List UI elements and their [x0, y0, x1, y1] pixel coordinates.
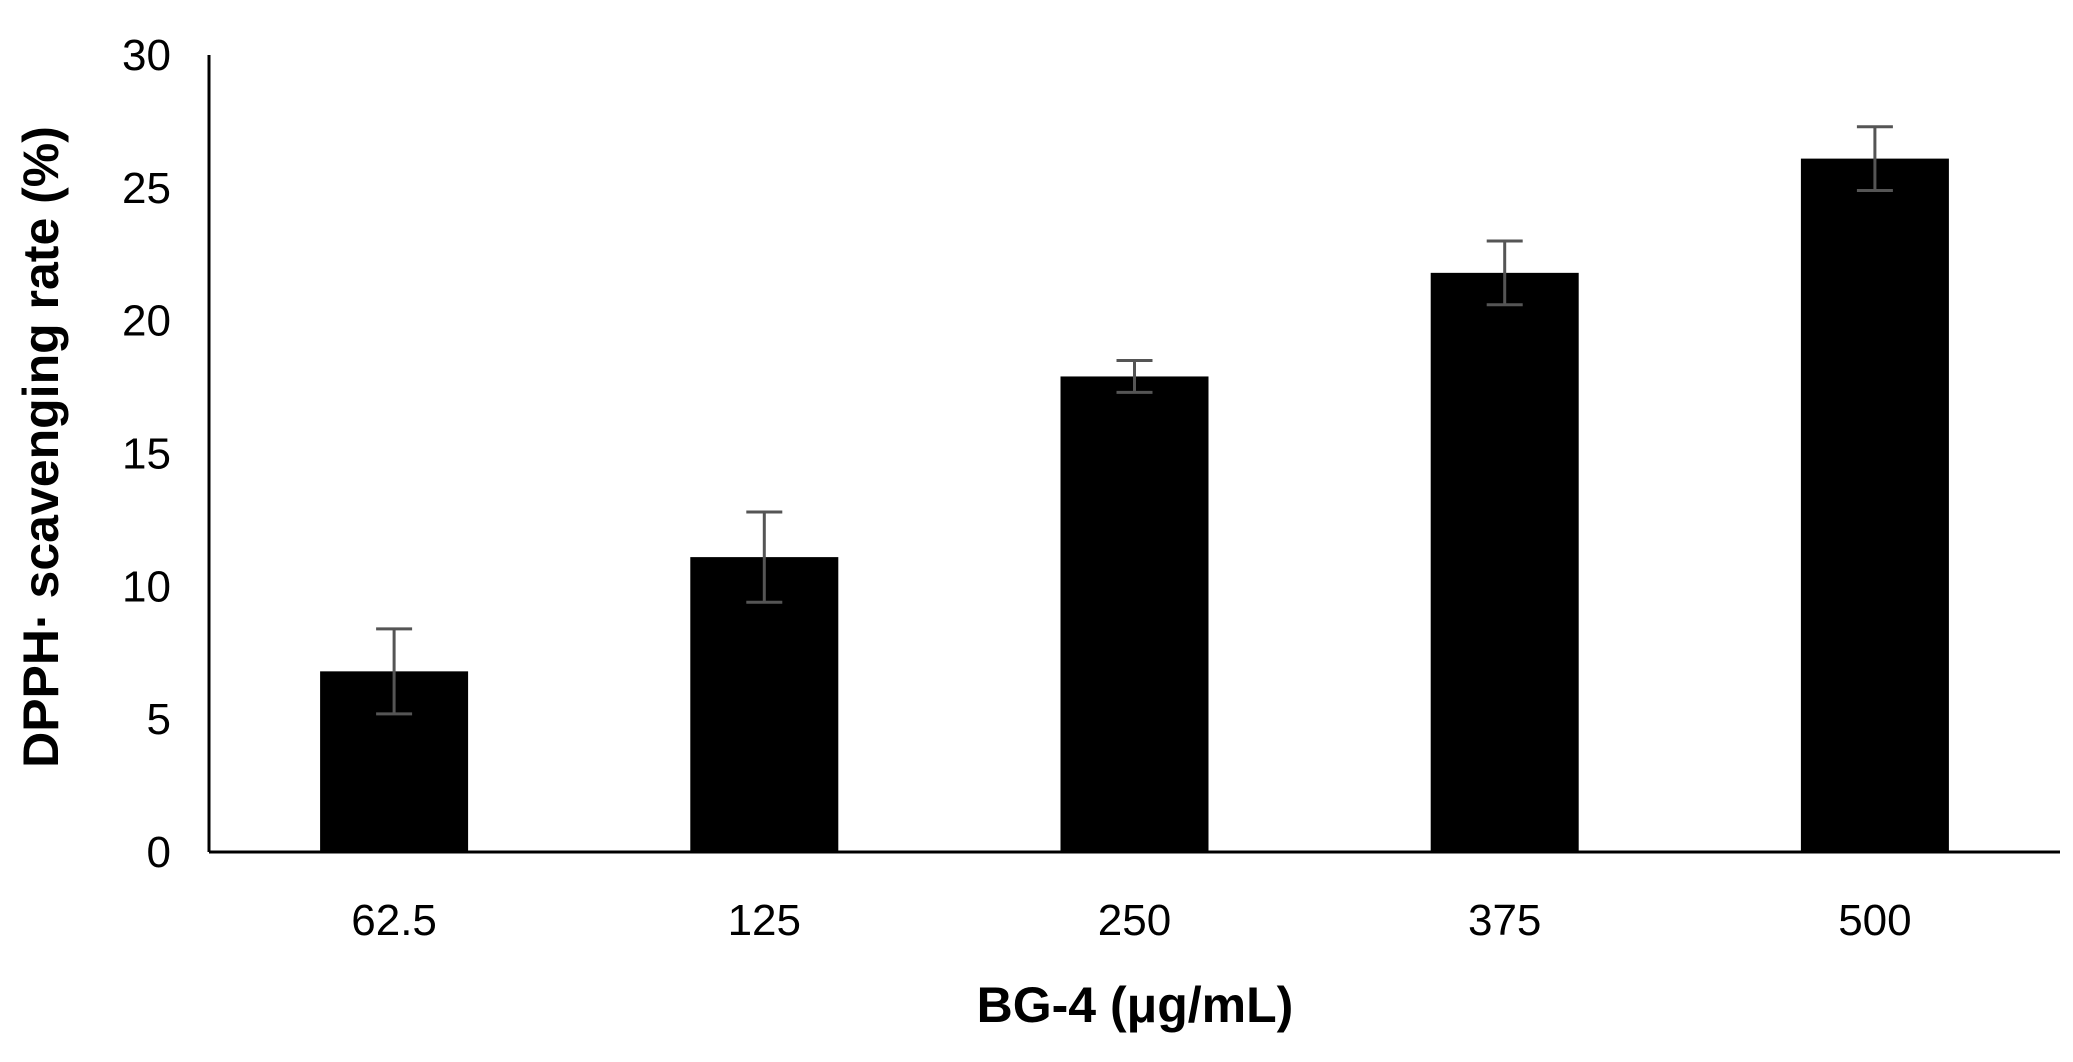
bars-layer	[320, 158, 1949, 853]
error-bar-500	[1856, 125, 1893, 192]
y-tick-label: 15	[122, 430, 171, 479]
x-tick-label: 375	[1468, 896, 1541, 945]
x-axis-title: BG-4 (μg/mL)	[977, 977, 1294, 1033]
y-tick-label: 0	[147, 828, 171, 877]
y-tick-label: 20	[122, 297, 171, 346]
x-tick-label: 125	[728, 896, 801, 945]
error-bar-62.5	[376, 627, 413, 716]
bar-250	[1060, 376, 1209, 852]
axes-layer	[207, 55, 2060, 854]
x-tick-label: 500	[1838, 896, 1911, 945]
error-bar-375	[1486, 239, 1523, 307]
y-tick-label: 5	[147, 695, 171, 744]
bar-500	[1800, 158, 1949, 853]
error-bar-250	[1116, 359, 1153, 394]
y-tick-label: 10	[122, 562, 171, 611]
bar-125	[690, 557, 839, 852]
y-tick-label: 30	[122, 31, 171, 80]
bar-375	[1430, 272, 1579, 852]
error-bars-layer	[376, 125, 1893, 716]
x-tick-label: 250	[1098, 896, 1171, 945]
error-bar-125	[746, 510, 783, 604]
x-tick-labels: 62.5 125 250 375 500	[351, 896, 1911, 945]
y-axis-title: DPPH· scavenging rate (%)	[13, 126, 69, 768]
y-tick-labels: 0 5 10 15 20 25 30	[122, 31, 171, 877]
y-tick-label: 25	[122, 164, 171, 213]
x-tick-label: 62.5	[351, 896, 437, 945]
